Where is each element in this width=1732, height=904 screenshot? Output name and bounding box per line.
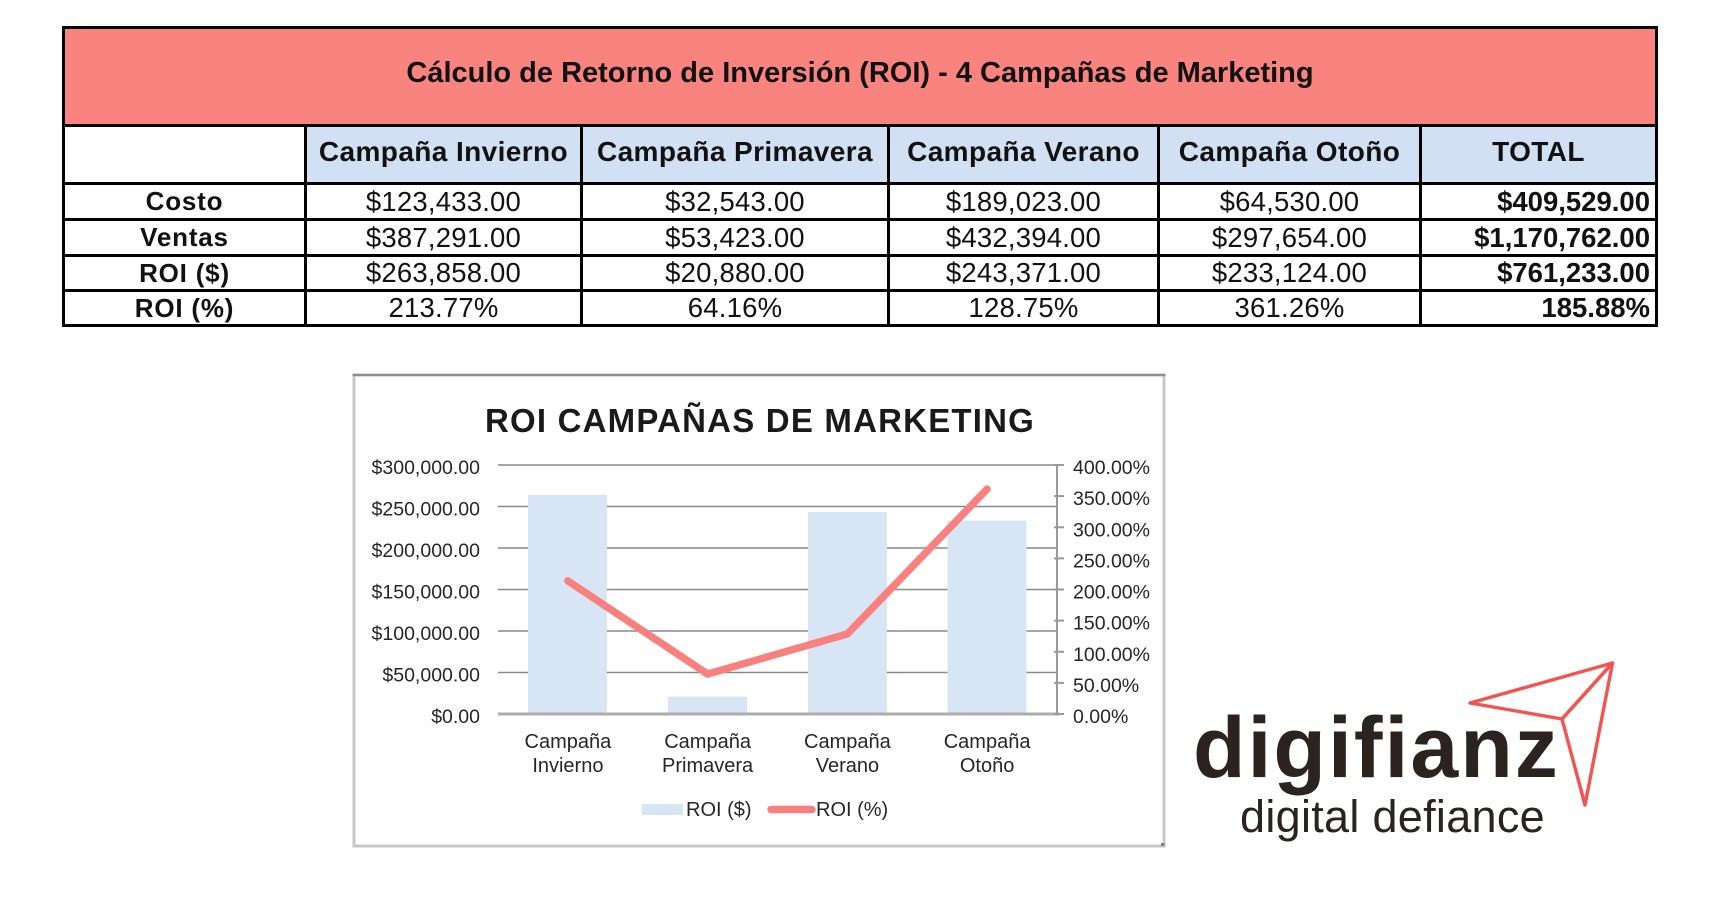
- svg-text:$150,000.00: $150,000.00: [372, 582, 481, 604]
- svg-text:$50,000.00: $50,000.00: [382, 665, 480, 687]
- svg-text:400.00%: 400.00%: [1073, 457, 1150, 479]
- svg-text:Campaña: Campaña: [804, 731, 892, 753]
- svg-text:Invierno: Invierno: [532, 755, 603, 777]
- svg-text:$200,000.00: $200,000.00: [372, 540, 481, 562]
- svg-text:150.00%: 150.00%: [1073, 613, 1150, 635]
- svg-text:Campaña: Campaña: [944, 731, 1032, 753]
- svg-text:300.00%: 300.00%: [1073, 519, 1150, 541]
- svg-text:$0.00: $0.00: [431, 706, 480, 728]
- svg-text:Verano: Verano: [816, 755, 879, 777]
- svg-text:100.00%: 100.00%: [1073, 644, 1150, 666]
- svg-text:200.00%: 200.00%: [1073, 582, 1150, 604]
- svg-text:ROI CAMPAÑAS DE MARKETING: ROI CAMPAÑAS DE MARKETING: [485, 402, 1035, 439]
- svg-text:$300,000.00: $300,000.00: [372, 457, 481, 479]
- svg-text:ROI (%): ROI (%): [816, 799, 888, 821]
- svg-text:$100,000.00: $100,000.00: [372, 623, 481, 645]
- svg-text:ROI ($): ROI ($): [686, 799, 752, 821]
- svg-text:250.00%: 250.00%: [1073, 550, 1150, 572]
- svg-text:350.00%: 350.00%: [1073, 488, 1150, 510]
- svg-text:0.00%: 0.00%: [1073, 706, 1128, 728]
- svg-text:Primavera: Primavera: [662, 755, 754, 777]
- svg-text:Campaña: Campaña: [525, 731, 613, 753]
- svg-text:Campaña: Campaña: [664, 731, 752, 753]
- svg-text:Otoño: Otoño: [960, 755, 1014, 777]
- svg-text:50.00%: 50.00%: [1073, 675, 1139, 697]
- svg-text:$250,000.00: $250,000.00: [372, 499, 481, 521]
